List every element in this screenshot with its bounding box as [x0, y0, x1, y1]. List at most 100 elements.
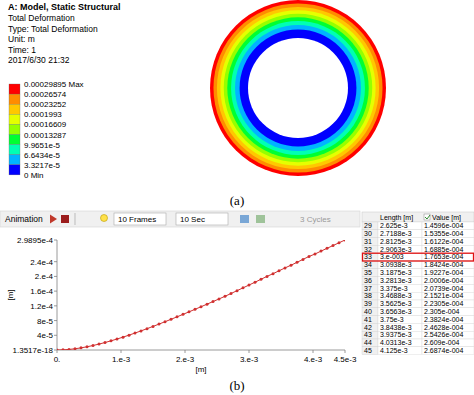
- contour-band: [231, 21, 365, 155]
- data-point: [254, 281, 257, 284]
- table-cell: [422, 222, 474, 230]
- row-number-cell: [362, 261, 378, 269]
- contour-band: [227, 17, 368, 158]
- row-number-cell: [362, 230, 378, 238]
- data-point: [182, 313, 185, 316]
- cell-text: 1.7653e-004: [424, 253, 463, 260]
- data-point: [320, 250, 323, 253]
- color-swatch: [9, 124, 20, 134]
- x-tick: [249, 350, 250, 353]
- header-title: A: Model, Static Structural: [8, 2, 121, 12]
- frames-box: [114, 213, 166, 225]
- color-swatch: [9, 135, 20, 145]
- y-tick: [54, 335, 57, 336]
- bulb-icon: [101, 215, 108, 222]
- header-line: Time: 1: [8, 45, 36, 55]
- data-point: [98, 343, 101, 346]
- data-point: [86, 345, 89, 348]
- y-axis-label: [m]: [6, 289, 15, 300]
- row-number-cell: [362, 222, 378, 230]
- data-point: [308, 255, 311, 258]
- row-number-cell: [362, 245, 378, 253]
- y-tick-label: 1.3517e-18: [13, 346, 54, 355]
- data-point: [284, 266, 287, 269]
- color-label: 3.3217e-5: [24, 161, 61, 170]
- color-label: 9.9651e-5: [24, 141, 61, 150]
- x-tick: [121, 350, 122, 353]
- row-number: 45: [364, 347, 372, 354]
- cell-text: 3.e-003: [380, 253, 404, 260]
- row-number: 42: [364, 324, 372, 331]
- row-number: 36: [364, 277, 372, 284]
- cell-text: 1.8424e-004: [424, 261, 463, 268]
- row-number: 41: [364, 316, 372, 323]
- color-label: 0.00013287: [24, 131, 67, 140]
- x-tick-label: 4.5e-3: [334, 355, 357, 364]
- cell-text: 3.4688e-3: [380, 292, 412, 299]
- data-line: [57, 240, 345, 350]
- table-cell: [422, 284, 474, 292]
- cell-text: 2.0006e-004: [424, 277, 463, 284]
- row-number-cell: [362, 347, 378, 355]
- table-cell: [378, 331, 422, 339]
- table-cell: [422, 323, 474, 331]
- data-point: [248, 284, 251, 287]
- row-number-cell: [362, 308, 378, 316]
- ring-contour: [210, 0, 386, 176]
- contour-band: [220, 10, 375, 165]
- cell-text: 4.125e-3: [380, 347, 408, 354]
- cell-text: 1.9227e-004: [424, 269, 463, 276]
- row-number: 30: [364, 230, 372, 237]
- color-label: 0.00029895 Max: [24, 80, 84, 89]
- table-cell: [378, 230, 422, 238]
- data-point: [242, 286, 245, 289]
- cell-text: 3.2813e-3: [380, 277, 412, 284]
- data-point: [206, 303, 209, 306]
- y-tick-label: 2.9895e-4: [17, 236, 54, 245]
- y-tick-label: 2.4e-4: [30, 258, 53, 267]
- data-point: [68, 348, 71, 350]
- cell-text: 2.305e-004: [424, 308, 460, 315]
- table-cell: [378, 238, 422, 246]
- table-cell: [422, 261, 474, 269]
- cell-text: 2.3824e-004: [424, 316, 463, 323]
- row-number-cell: [362, 269, 378, 277]
- y-tick: [54, 291, 57, 292]
- row-number: 35: [364, 269, 372, 276]
- cell-text: 2.1521e-004: [424, 292, 463, 299]
- y-tick-label: 1.6e-4: [30, 287, 53, 296]
- data-point: [164, 320, 167, 323]
- cell-text: 2.0739e-004: [424, 285, 463, 292]
- cell-text: 1.6122e-004: [424, 238, 463, 245]
- cell-text: 3.6563e-3: [380, 308, 412, 315]
- data-point: [212, 300, 215, 303]
- table-header: [362, 212, 474, 222]
- data-point: [296, 261, 299, 264]
- row-number-cell: [362, 284, 378, 292]
- panel-label: (a): [230, 193, 244, 208]
- data-point: [266, 275, 269, 278]
- data-point: [236, 289, 239, 292]
- cell-text: 3.75e-3: [380, 316, 404, 323]
- color-swatch: [9, 114, 20, 124]
- x-axis: [57, 350, 345, 351]
- separator: [75, 213, 76, 225]
- cell-text: 4.0313e-3: [380, 339, 412, 346]
- highlight-box: [363, 253, 474, 261]
- ring-hole: [248, 38, 348, 138]
- data-point: [230, 292, 233, 295]
- cell-text: 2.609e-004: [424, 339, 460, 346]
- y-tick-label: 2.e-4: [35, 272, 54, 281]
- row-number-cell: [362, 316, 378, 324]
- data-point: [80, 346, 83, 349]
- contour-band: [210, 0, 386, 176]
- table-cell: [422, 245, 474, 253]
- data-point: [278, 269, 281, 272]
- data-point: [104, 341, 107, 344]
- table-cell: [378, 222, 422, 230]
- row-number-cell: [362, 292, 378, 300]
- data-point: [74, 347, 77, 350]
- duration-box: [176, 213, 228, 225]
- row-number: 29: [364, 222, 372, 229]
- y-tick: [54, 320, 57, 321]
